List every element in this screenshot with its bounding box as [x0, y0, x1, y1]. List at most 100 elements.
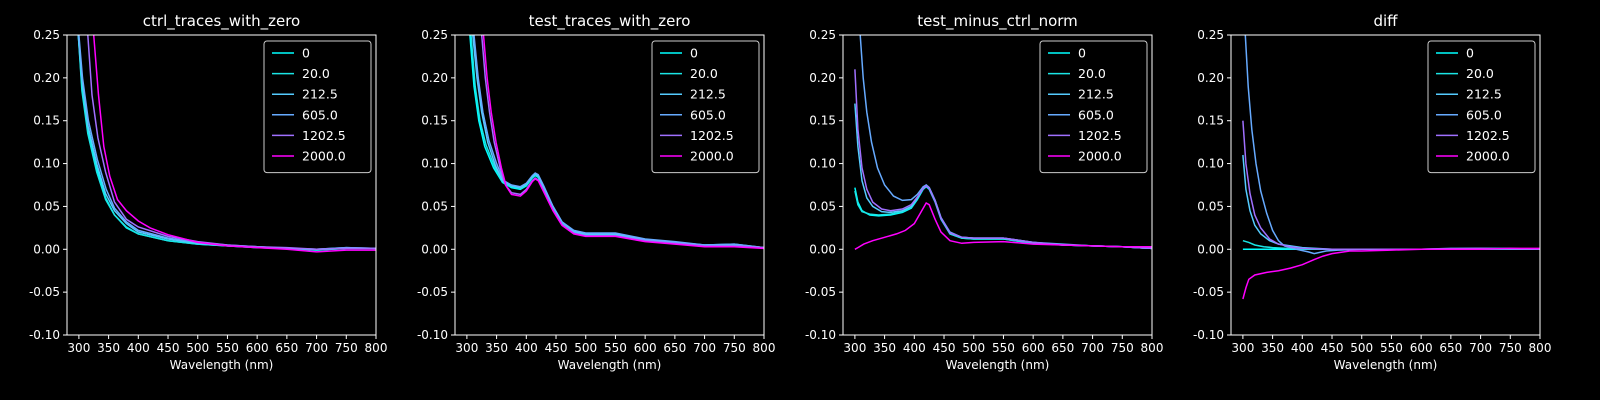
- legend-entry: 212.5: [1078, 87, 1114, 102]
- y-tick-label: 0.15: [421, 114, 448, 128]
- y-tick-label: 0.05: [33, 199, 60, 213]
- y-tick-label: -0.10: [805, 328, 836, 342]
- x-tick-label: 500: [574, 341, 597, 355]
- series-line-2000.0: [1242, 247, 1540, 300]
- legend-entry: 20.0: [302, 66, 330, 81]
- series-group: [1242, 35, 1540, 300]
- x-tick-label: 600: [634, 341, 657, 355]
- axes-frame: [66, 34, 377, 336]
- legend-entry: 1202.5: [1078, 128, 1122, 143]
- legend: 0 20.0 212.5 605.0 1202.5 2000.0: [1039, 40, 1148, 174]
- y-tick-label: -0.10: [1193, 328, 1224, 342]
- legend-entry: 2000.0: [302, 149, 346, 164]
- chart-title: diff: [1373, 12, 1398, 30]
- x-tick-label: 550: [604, 341, 627, 355]
- x-tick-label: 400: [903, 341, 926, 355]
- y-tick-label: 0.20: [33, 71, 60, 85]
- x-tick-label: 550: [1380, 341, 1403, 355]
- x-axis-label: Wavelength (nm): [170, 358, 274, 372]
- series-group: [77, 35, 376, 253]
- x-tick-label: 450: [157, 341, 180, 355]
- x-axis-label: Wavelength (nm): [558, 358, 662, 372]
- legend-entry: 605.0: [690, 107, 726, 122]
- x-tick-label: 400: [1291, 341, 1314, 355]
- x-tick-label: 350: [873, 341, 896, 355]
- legend-entry: 212.5: [1466, 87, 1502, 102]
- chart-title: test_traces_with_zero: [529, 12, 691, 31]
- x-tick-label: 300: [67, 341, 90, 355]
- x-tick-label: 800: [1141, 341, 1164, 355]
- legend-entry: 0: [1466, 46, 1474, 61]
- x-tick-label: 750: [723, 341, 746, 355]
- x-tick-label: 550: [992, 341, 1015, 355]
- x-tick-label: 500: [962, 341, 985, 355]
- legend-entry: 20.0: [690, 66, 718, 81]
- x-tick-label: 800: [365, 341, 388, 355]
- x-tick-label: 600: [246, 341, 269, 355]
- series-line-1202.5: [854, 69, 1152, 250]
- legend-entry: 2000.0: [1466, 149, 1510, 164]
- y-tick-label: 0.20: [1197, 71, 1224, 85]
- x-tick-label: 350: [1261, 341, 1284, 355]
- x-axis-label: Wavelength (nm): [946, 358, 1050, 372]
- x-tick-label: 800: [753, 341, 776, 355]
- y-tick-label: -0.05: [29, 285, 60, 299]
- legend-entry: 605.0: [1078, 107, 1114, 122]
- y-tick-label: 0.05: [809, 199, 836, 213]
- chart-panel-4: diff -0.10 -0.05 0.00 0.05 0.10 0.15 0.20 0.25 30…: [1193, 12, 1552, 372]
- y-tick-label: 0.10: [33, 157, 60, 171]
- x-tick-label: 700: [1469, 341, 1492, 355]
- x-tick-label: 400: [515, 341, 538, 355]
- y-tick-label: -0.05: [805, 285, 836, 299]
- y-tick-label: -0.10: [417, 328, 448, 342]
- x-tick-label: 450: [545, 341, 568, 355]
- x-tick-label: 300: [1231, 341, 1254, 355]
- x-tick-label: 600: [1022, 341, 1045, 355]
- axes-frame: [454, 34, 765, 336]
- legend-entry: 212.5: [690, 87, 726, 102]
- x-tick-label: 500: [186, 341, 209, 355]
- y-tick-label: 0.25: [421, 28, 448, 42]
- series-line-2000.0: [854, 201, 1152, 250]
- y-tick-label: 0.00: [809, 242, 836, 256]
- axes-frame: [842, 34, 1153, 336]
- x-tick-label: 650: [275, 341, 298, 355]
- x-tick-label: 650: [1051, 341, 1074, 355]
- x-tick-label: 750: [335, 341, 358, 355]
- legend-entry: 0: [302, 46, 310, 61]
- legend: 0 20.0 212.5 605.0 1202.5 2000.0: [651, 40, 760, 174]
- y-tick-label: 0.00: [421, 242, 448, 256]
- chart-title: test_minus_ctrl_norm: [917, 12, 1078, 31]
- y-tick-label: 0.25: [809, 28, 836, 42]
- chart-panel-1: ctrl_traces_with_zero -0.10 -0.05 0.00 0.05 0…: [29, 12, 388, 372]
- series-group: [469, 35, 764, 250]
- legend-entry: 20.0: [1078, 66, 1106, 81]
- y-tick-label: 0.00: [1197, 242, 1224, 256]
- x-tick-label: 700: [305, 341, 328, 355]
- x-tick-label: 600: [1410, 341, 1433, 355]
- y-tick-label: 0.15: [809, 114, 836, 128]
- y-tick-label: 0.10: [809, 157, 836, 171]
- x-tick-label: 300: [843, 341, 866, 355]
- x-tick-label: 350: [97, 341, 120, 355]
- x-axis-label: Wavelength (nm): [1334, 358, 1438, 372]
- series-line-1202.5: [87, 35, 376, 251]
- x-tick-label: 400: [127, 341, 150, 355]
- legend-entry: 0: [1078, 46, 1086, 61]
- y-tick-label: -0.10: [29, 328, 60, 342]
- y-tick-label: 0.10: [1197, 157, 1224, 171]
- y-tick-label: 0.05: [1197, 199, 1224, 213]
- y-tick-label: 0.10: [421, 157, 448, 171]
- x-tick-label: 500: [1350, 341, 1373, 355]
- series-group: [854, 35, 1152, 250]
- y-tick-label: 0.25: [33, 28, 60, 42]
- legend-entry: 212.5: [302, 87, 338, 102]
- y-tick-label: 0.20: [421, 71, 448, 85]
- series-line-2000.0: [482, 35, 764, 250]
- legend-entry: 1202.5: [302, 128, 346, 143]
- legend-entry: 605.0: [302, 107, 338, 122]
- legend-entry: 1202.5: [1466, 128, 1510, 143]
- x-tick-label: 450: [1321, 341, 1344, 355]
- x-tick-label: 750: [1499, 341, 1522, 355]
